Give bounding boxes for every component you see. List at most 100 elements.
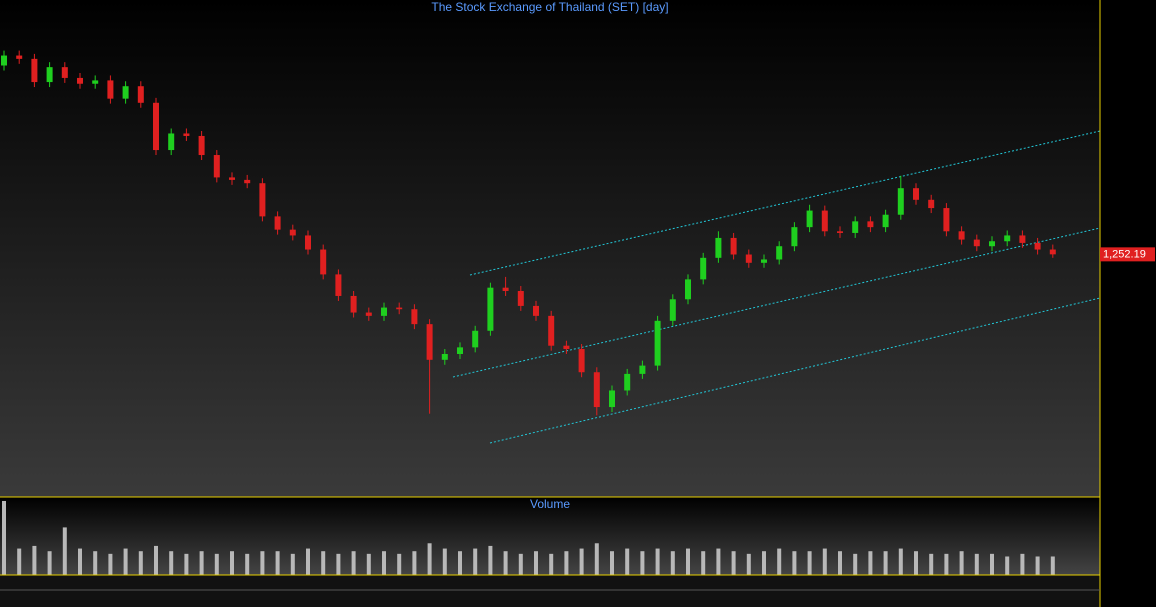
candle-body [973, 239, 980, 247]
candle-body [745, 254, 752, 263]
axis-panel [1100, 0, 1156, 607]
candle-body [107, 80, 114, 99]
candle-body [472, 330, 479, 348]
volume-bar [488, 545, 493, 575]
candle-body [730, 237, 737, 255]
candle-body [700, 257, 707, 280]
volume-bar [62, 527, 67, 575]
candle-body [16, 55, 23, 59]
volume-bar [640, 551, 645, 575]
volume-bar [32, 545, 37, 575]
candle-body [593, 372, 600, 408]
candle-body [654, 320, 661, 366]
volume-bar [306, 548, 310, 575]
candle-body [381, 307, 387, 316]
volume-bar [853, 553, 858, 575]
candle-body [183, 133, 190, 136]
volume-bar [199, 551, 204, 575]
volume-bar [610, 551, 614, 575]
volume-bar [214, 553, 219, 575]
volume-bar [245, 553, 250, 575]
date-panel [0, 575, 1100, 607]
volume-bar [412, 551, 417, 575]
candle-body [244, 179, 251, 184]
candle-body [122, 86, 129, 99]
volume-bar [351, 551, 356, 575]
last-price-box [1100, 247, 1155, 262]
volume-bar [868, 551, 873, 575]
volume-bar [260, 551, 265, 575]
candle-body [1034, 242, 1041, 250]
volume-bar [427, 543, 432, 575]
candle-body [639, 365, 646, 374]
volume-bar [731, 551, 736, 575]
volume-bar [17, 548, 22, 575]
candle-body [776, 246, 783, 260]
volume-bar [458, 551, 462, 575]
volume-bar [655, 548, 660, 575]
volume-bar [838, 551, 842, 575]
volume-bar [777, 548, 782, 575]
candle-body [411, 309, 418, 325]
candle-body [289, 229, 296, 236]
candle-body [305, 235, 311, 250]
candle-body [229, 177, 235, 180]
volume-bar [1005, 556, 1010, 575]
candle-body [487, 287, 494, 331]
candle-body [989, 241, 995, 247]
candle-body [821, 210, 828, 232]
volume-bar [914, 551, 918, 575]
candle-body [274, 216, 281, 230]
volume-bar [138, 551, 143, 575]
candle-body [837, 231, 843, 233]
volume-bar [762, 551, 766, 575]
candle-body [502, 287, 509, 291]
volume-bar [974, 553, 979, 575]
candle-body [46, 67, 53, 83]
candle-body [92, 80, 99, 84]
candle-body [867, 221, 874, 228]
candle-body [320, 249, 327, 275]
candle-body [61, 67, 68, 78]
volume-bar [518, 553, 523, 575]
volume-bar [990, 553, 994, 575]
volume-bar [230, 551, 234, 575]
volume-bar [579, 548, 584, 575]
volume-bar [807, 551, 812, 575]
volume-bar [944, 553, 949, 575]
volume-bar [290, 553, 295, 575]
candle-body [761, 259, 767, 263]
volume-bar [625, 548, 630, 575]
candle-body [685, 279, 691, 300]
candle-body [669, 299, 676, 321]
volume-bar [47, 551, 52, 575]
price-panel [0, 0, 1100, 497]
candle-body [350, 295, 357, 313]
volume-bar [366, 553, 371, 575]
volume-bar [898, 548, 903, 575]
candle-body [533, 305, 539, 316]
candle-body [517, 290, 524, 306]
candle-body [259, 183, 266, 217]
volume-bar [2, 500, 6, 575]
volume-bar [123, 548, 128, 575]
candle-body [1, 55, 7, 66]
volume-bar [686, 548, 690, 575]
candle-body [913, 188, 919, 200]
volume-bar [534, 551, 538, 575]
candle-body [77, 77, 83, 84]
volume-bar [154, 545, 158, 575]
candle-body [1004, 235, 1011, 242]
candle-body [897, 188, 904, 215]
candle-body [563, 345, 570, 350]
candle-body [928, 199, 935, 209]
candle-body [624, 373, 631, 391]
volume-title: Volume [530, 497, 570, 511]
volume-bar [549, 553, 554, 575]
volume-bar [701, 551, 706, 575]
candle-body [1049, 249, 1056, 255]
volume-bar [670, 551, 675, 575]
volume-bar [108, 553, 113, 575]
volume-bar [397, 553, 402, 575]
